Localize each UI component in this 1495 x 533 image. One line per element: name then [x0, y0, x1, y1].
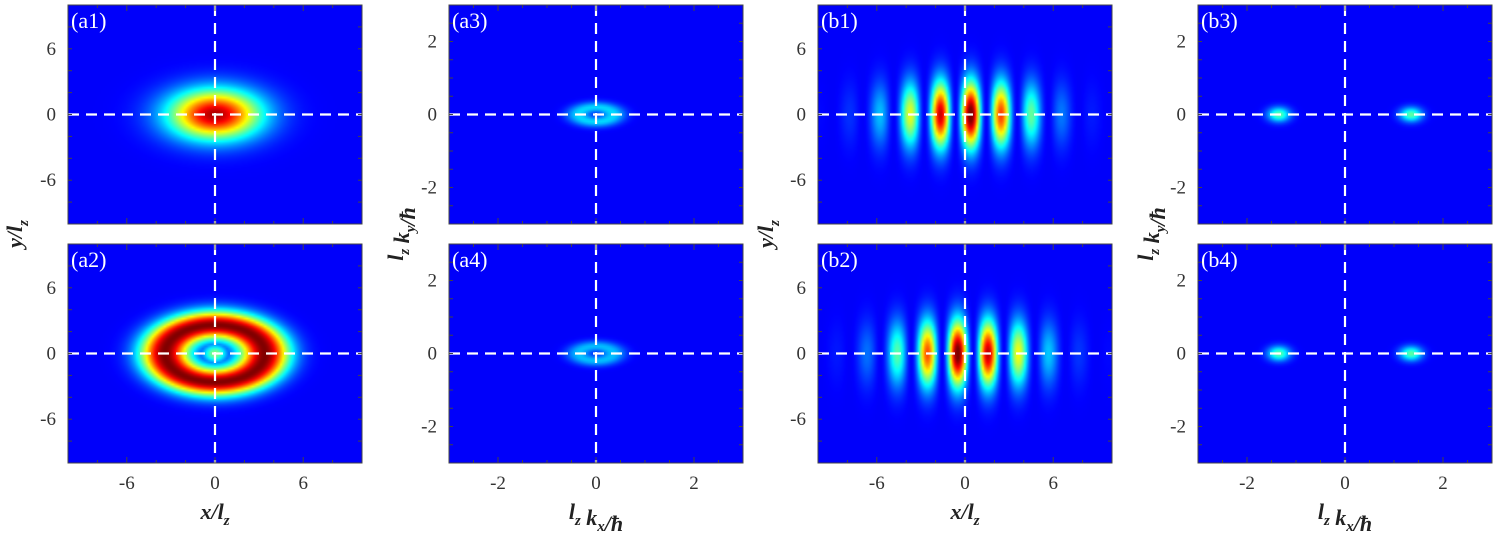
x-tick-label: -6: [869, 473, 885, 494]
y-tick-label: 0: [1177, 105, 1187, 126]
x-tick-label: 0: [591, 473, 601, 494]
panel-label: (b1): [821, 8, 858, 33]
x-axis-label: lz kx/ħ: [569, 499, 623, 533]
x-tick-label: -2: [490, 473, 506, 494]
panel-label: (b3): [1201, 8, 1238, 33]
panel-label: (a4): [452, 247, 487, 272]
panel-b3: 2 0 -2 (b3): [1170, 4, 1493, 225]
x-tick-label: 0: [210, 473, 220, 494]
y-tick-label: 6: [47, 39, 57, 60]
y-tick-label: 2: [428, 32, 438, 53]
y-tick-label: -6: [790, 170, 806, 191]
y-tick-label: 0: [47, 344, 57, 365]
y-axis-label-momentum-b: lz ky/ħ: [1133, 207, 1170, 261]
y-tick-label: -6: [790, 409, 806, 430]
panel-label: (a3): [452, 8, 487, 33]
x-tick-label: 0: [960, 473, 970, 494]
x-axis-label: x/lz: [949, 499, 979, 529]
y-axis-label-position-b: y/lz: [753, 220, 783, 251]
x-tick-label: -2: [1239, 473, 1255, 494]
panel-a3: 2 0 -2 (a3): [421, 4, 744, 225]
y-tick-label: -6: [40, 170, 56, 191]
panel-label: (b2): [821, 247, 858, 272]
x-tick-label: 2: [689, 473, 699, 494]
y-tick-label: 2: [1177, 32, 1187, 53]
y-tick-label: -6: [40, 409, 56, 430]
y-axis-label-position: y/lz: [2, 220, 32, 251]
y-tick-label: 0: [1177, 344, 1187, 365]
y-tick-label: 2: [1177, 271, 1187, 292]
y-tick-label: 0: [428, 105, 438, 126]
y-tick-label: 6: [47, 278, 57, 299]
x-tick-label: 6: [298, 473, 308, 494]
panel-label: (a2): [71, 247, 106, 272]
y-axis-label-momentum: lz ky/ħ: [383, 207, 420, 261]
x-tick-label: 2: [1438, 473, 1448, 494]
panel-b4: 2 0 -2 -2 0 2 (b4): [1170, 243, 1493, 494]
y-tick-label: 0: [428, 344, 438, 365]
y-tick-label: -2: [421, 417, 437, 438]
y-tick-label: 2: [428, 271, 438, 292]
y-tick-label: -2: [1170, 178, 1186, 199]
y-tick-label: -2: [1170, 417, 1186, 438]
x-axis-label: x/lz: [199, 499, 229, 529]
y-tick-label: 0: [797, 105, 807, 126]
y-tick-label: 0: [797, 344, 807, 365]
y-tick-label: 0: [47, 105, 57, 126]
panel-a1: 6 0 -6 (a1): [40, 4, 363, 225]
panel-label: (a1): [71, 8, 106, 33]
x-axis-label: lz kx/ħ: [1318, 499, 1372, 533]
x-tick-label: 6: [1048, 473, 1058, 494]
panel-a4: 2 0 -2 -2 0 2 (a4): [421, 243, 744, 494]
x-tick-label: -6: [119, 473, 135, 494]
y-tick-label: -2: [421, 178, 437, 199]
x-tick-label: 0: [1340, 473, 1350, 494]
y-tick-label: 6: [797, 39, 807, 60]
panel-label: (b4): [1201, 247, 1238, 272]
panel-a2: 6 0 -6 -6 0 6 (a2): [40, 243, 363, 494]
y-tick-label: 6: [797, 278, 807, 299]
panel-b1: 6 0 -6 (b1): [790, 4, 1113, 225]
panel-b2: 6 0 -6 -6 0 6 (b2): [790, 243, 1113, 494]
